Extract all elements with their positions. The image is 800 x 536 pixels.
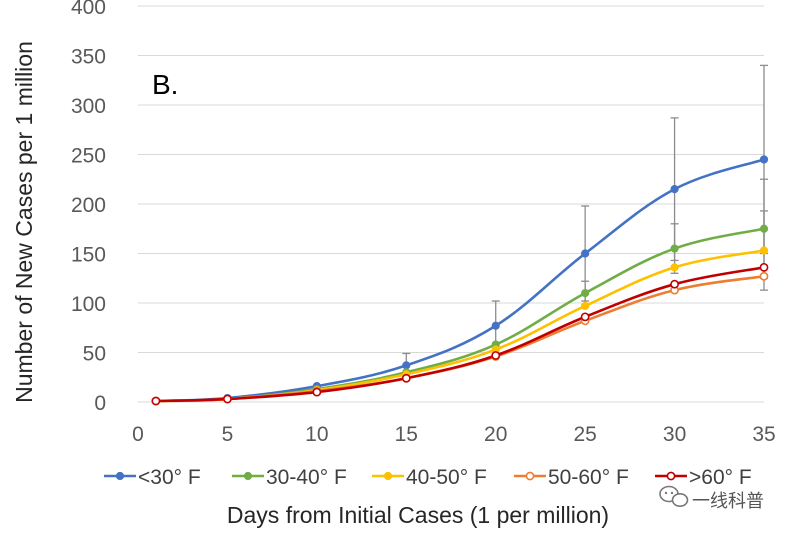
series-1-point-7: [759, 155, 769, 164]
y-tick-200: 200: [71, 194, 106, 217]
x-tick-5: 5: [222, 423, 234, 446]
legend-item-3: 40-50° F: [372, 466, 487, 489]
y-tick-50: 50: [83, 343, 106, 366]
y-tick-400: 400: [71, 0, 106, 19]
series-5-point-6: [670, 279, 679, 289]
x-tick-20: 20: [484, 423, 507, 446]
series-4-line: [154, 274, 766, 403]
x-tick-10: 10: [305, 423, 328, 446]
gridlines: [138, 5, 764, 403]
legend-item-4-swatch-marker: [525, 471, 535, 481]
series-1-point-4: [491, 321, 500, 330]
series-5-point-2: [312, 387, 322, 397]
x-tick-35: 35: [752, 423, 775, 446]
x-tick-labels: 0 5 10 15 20 25 30 35: [132, 423, 776, 446]
legend-item-4: 50-60° F: [514, 466, 629, 489]
series-1-point-5: [581, 249, 590, 258]
panel-label: B.: [152, 69, 178, 100]
legend-item-1-label: <30° F: [138, 466, 201, 489]
series-1-point-3: [402, 361, 411, 370]
y-tick-100: 100: [71, 293, 106, 316]
series-4-point-7: [759, 271, 769, 281]
legend-item-5: >60° F: [655, 466, 752, 489]
y-axis-title: Number of New Cases per 1 million: [11, 41, 37, 403]
series-2-point-5: [581, 289, 590, 298]
wechat-icon: [659, 485, 689, 507]
series-3-point-7: [759, 246, 769, 255]
legend-item-5-label: >60° F: [689, 466, 752, 489]
x-tick-25: 25: [573, 423, 596, 446]
legend: <30° F 30-40° F 40-50° F 50-60° F >60° F: [104, 466, 752, 489]
series-1-point-6: [670, 185, 679, 194]
y-tick-0: 0: [94, 392, 106, 415]
legend-item-4-label: 50-60° F: [548, 466, 629, 489]
y-tick-250: 250: [71, 145, 106, 168]
legend-item-2-swatch-marker: [243, 471, 253, 481]
series-3-point-5: [581, 301, 590, 311]
series-5-point-1: [223, 394, 232, 404]
legend-item-2: 30-40° F: [232, 466, 347, 489]
x-tick-30: 30: [663, 423, 686, 446]
y-tick-labels: 0 50 100 150 200 250 300 350 400: [71, 0, 106, 415]
y-tick-150: 150: [71, 244, 106, 267]
x-tick-15: 15: [395, 423, 418, 446]
series-2-point-7: [759, 224, 769, 233]
watermark-text: 一线科普: [692, 491, 764, 512]
legend-item-1: <30° F: [104, 466, 201, 489]
series-5-point-3: [401, 373, 411, 383]
legend-item-3-swatch-marker: [383, 471, 393, 481]
series-1-line: [154, 158, 766, 403]
y-tick-300: 300: [71, 95, 106, 118]
legend-item-2-label: 30-40° F: [266, 466, 347, 489]
series-3-point-6: [670, 263, 679, 272]
y-tick-350: 350: [71, 46, 106, 69]
series-5-line: [154, 266, 766, 403]
series-5-point-0: [151, 396, 161, 406]
x-axis-title: Days from Initial Cases (1 per million): [227, 502, 609, 528]
series-5-point-4: [491, 351, 501, 360]
series-markers: [151, 155, 769, 406]
legend-item-1-swatch-marker: [115, 471, 125, 481]
series-2-line: [154, 227, 766, 403]
series-5-point-5: [580, 312, 590, 322]
legend-item-5-swatch-marker: [666, 471, 676, 481]
error-bars: [402, 64, 768, 378]
series-2-point-6: [670, 244, 679, 253]
watermark: 一线科普: [659, 485, 764, 512]
series-lines: [154, 158, 766, 403]
series-5-point-7: [759, 262, 769, 272]
legend-item-3-label: 40-50° F: [406, 466, 487, 489]
x-tick-0: 0: [132, 423, 144, 446]
